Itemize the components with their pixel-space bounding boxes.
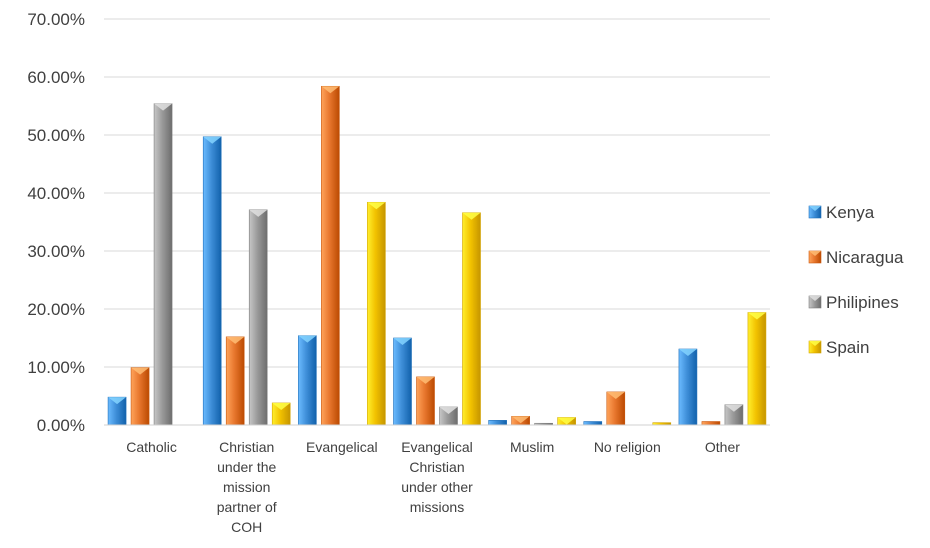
bar — [271, 402, 291, 426]
bar — [107, 396, 127, 426]
bar — [701, 421, 721, 426]
y-tick-label: 20.00% — [27, 300, 85, 319]
y-tick-label: 60.00% — [27, 68, 85, 87]
bar — [462, 212, 481, 426]
y-tick-label: 30.00% — [27, 242, 85, 261]
y-tick-label: 70.00% — [27, 10, 85, 29]
x-category-label: Muslim — [510, 439, 554, 455]
y-tick-label: 40.00% — [27, 184, 85, 203]
bar — [393, 337, 412, 426]
bar — [583, 421, 603, 426]
x-category-label: Catholic — [126, 439, 177, 455]
legend: Kenya Nicaragua Philipines Spain — [808, 203, 904, 357]
legend-label: Nicaragua — [826, 248, 904, 267]
bar — [225, 336, 245, 426]
bar — [606, 391, 626, 426]
x-category-label: No religion — [594, 439, 661, 455]
y-axis: 0.00% 10.00% 20.00% 30.00% 40.00% 50.00% 60.00… — [27, 10, 85, 435]
bars — [107, 85, 767, 426]
x-category-label: Evangelical — [306, 439, 378, 455]
legend-entry: Nicaragua — [808, 248, 904, 267]
bar — [724, 404, 744, 426]
bar — [747, 312, 767, 426]
bar — [439, 406, 458, 426]
y-tick-label: 0.00% — [37, 416, 85, 435]
bar — [248, 209, 268, 426]
x-category-label: Christian under the mission partner of COH — [217, 439, 277, 535]
bar — [153, 103, 173, 426]
bar — [130, 367, 150, 426]
legend-label: Spain — [826, 338, 869, 357]
bar — [202, 136, 222, 426]
x-axis: Catholic Christian under the mission partner… — [126, 439, 740, 535]
legend-entry: Spain — [808, 338, 869, 357]
legend-label: Kenya — [826, 203, 875, 222]
bar — [511, 415, 530, 426]
bar — [416, 376, 435, 426]
legend-entry: Philipines — [808, 293, 899, 312]
legend-label: Philipines — [826, 293, 899, 312]
y-tick-label: 50.00% — [27, 126, 85, 145]
y-tick-label: 10.00% — [27, 358, 85, 377]
bar — [678, 348, 698, 426]
bar — [557, 417, 576, 426]
bar — [321, 85, 340, 426]
legend-entry: Kenya — [808, 203, 875, 222]
bar — [488, 420, 507, 426]
x-category-label: Evangelical Christian under other missions — [401, 439, 473, 515]
bar — [367, 201, 386, 426]
x-category-label: Other — [705, 439, 740, 455]
bar — [298, 335, 317, 426]
